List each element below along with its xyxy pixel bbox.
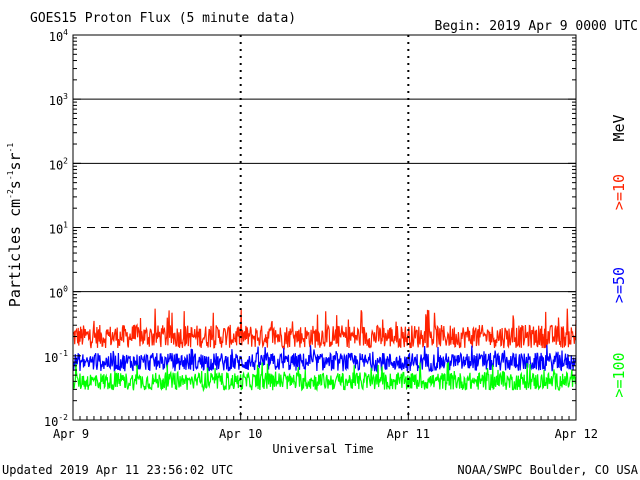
axis-tick-labels: 10-2 10-1 100 101 102 103 104 Apr 9 Apr 10 Apr 11… — [44, 28, 598, 441]
x-tick-label: Apr 11 — [387, 427, 430, 441]
y-tick-label: 10-1 — [44, 349, 68, 365]
legend-unit: MeV — [610, 114, 628, 141]
legend: MeV >=10 >=50 >=100 — [610, 114, 628, 397]
chart-title: GOES15 Proton Flux (5 minute data) — [30, 11, 296, 26]
y-tick-label: 101 — [49, 221, 68, 237]
plot-axes — [72, 34, 577, 421]
y-tick-label: 104 — [49, 28, 68, 44]
legend-entry: >=50 — [610, 267, 628, 303]
x-tick-label: Apr 10 — [219, 427, 262, 441]
series-line — [72, 344, 577, 374]
y-tick-label: 102 — [49, 156, 68, 172]
begin-time: Begin: 2019 Apr 9 0000 UTC — [435, 19, 639, 34]
y-tick-label: 103 — [49, 92, 68, 108]
source-credit: NOAA/SWPC Boulder, CO USA — [457, 463, 638, 477]
y-axis-label: Particles cm-2s-1sr-1 — [6, 143, 24, 308]
flux-series — [72, 308, 577, 393]
x-tick-label: Apr 9 — [53, 427, 89, 441]
threshold-lines — [73, 98, 576, 293]
x-tick-label: Apr 12 — [555, 427, 598, 441]
y-tick-label: 10-2 — [44, 413, 68, 429]
legend-entry: >=10 — [610, 174, 628, 210]
legend-entry: >=100 — [610, 352, 628, 397]
series-line — [72, 362, 577, 393]
y-tick-label: 100 — [49, 285, 68, 301]
series-line — [72, 308, 577, 351]
y-axis-label-text: Particles cm-2s-1sr-1 — [6, 143, 24, 308]
updated-timestamp: Updated 2019 Apr 11 23:56:02 UTC — [2, 463, 233, 477]
x-axis-label: Universal Time — [272, 442, 373, 456]
